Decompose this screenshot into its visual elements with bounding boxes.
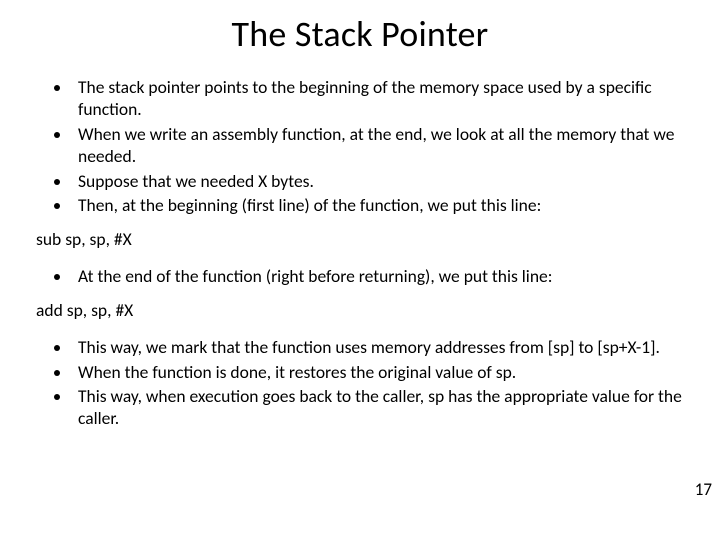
code-line-add: add sp, sp, #X: [36, 299, 690, 322]
bullet-item: Suppose that we needed X bytes.: [72, 170, 690, 192]
bullet-list-1: The stack pointer points to the beginnin…: [30, 76, 690, 216]
bullet-list-2: At the end of the function (right before…: [30, 265, 690, 287]
bullet-list-3: This way, we mark that the function uses…: [30, 336, 690, 430]
slide-title: The Stack Pointer: [30, 12, 690, 56]
bullet-item: When we write an assembly function, at t…: [72, 123, 690, 168]
bullet-item: When the function is done, it restores t…: [72, 361, 690, 383]
bullet-item: This way, when execution goes back to th…: [72, 385, 690, 430]
bullet-item: Then, at the beginning (first line) of t…: [72, 194, 690, 216]
page-number: 17: [695, 479, 712, 500]
bullet-item: The stack pointer points to the beginnin…: [72, 76, 690, 121]
bullet-item: This way, we mark that the function uses…: [72, 336, 690, 358]
slide: The Stack Pointer The stack pointer poin…: [0, 0, 720, 540]
code-line-sub: sub sp, sp, #X: [36, 228, 690, 251]
bullet-item: At the end of the function (right before…: [72, 265, 690, 287]
